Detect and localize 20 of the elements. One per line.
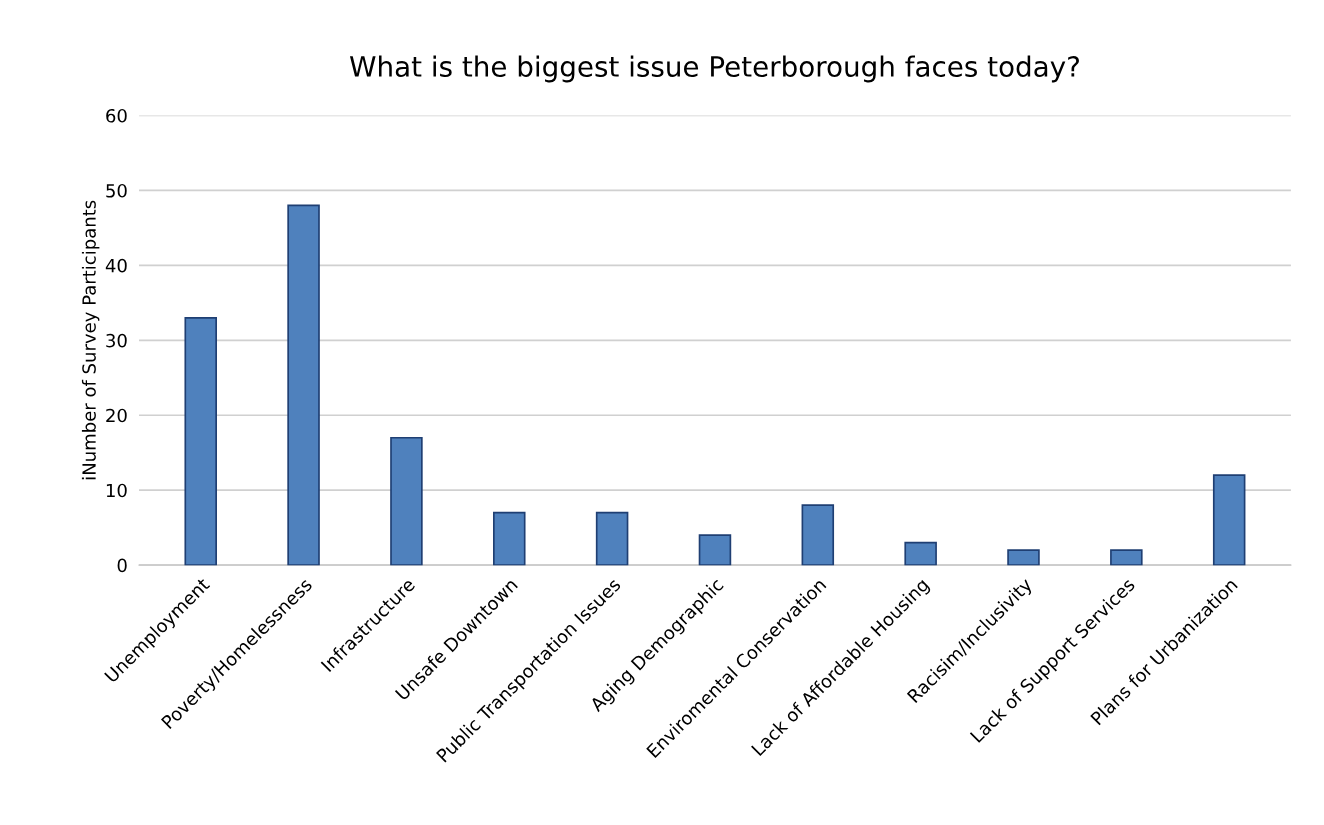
y-tick-label: 40 [105, 258, 127, 273]
y-tick-label: 60 [106, 108, 127, 123]
bar [1110, 549, 1143, 566]
chart-title: What is the biggest issue Peterborough faces today? [349, 55, 1079, 83]
y-axis-title: iNumber of Survey Participants [81, 200, 100, 480]
bar [595, 511, 629, 566]
y-tick-label: 0 [117, 558, 127, 573]
bar [287, 204, 320, 566]
bar [493, 511, 526, 566]
bar [1212, 474, 1246, 566]
y-tick-label: 30 [106, 333, 127, 348]
bar [698, 534, 732, 566]
bar [801, 504, 835, 566]
bar [1007, 549, 1040, 566]
y-tick-label: 50 [106, 183, 127, 198]
y-tick-label: 10 [106, 483, 127, 498]
y-tick-label: 20 [106, 408, 127, 423]
bar [184, 316, 217, 566]
bar [390, 436, 423, 566]
bar [904, 541, 937, 566]
